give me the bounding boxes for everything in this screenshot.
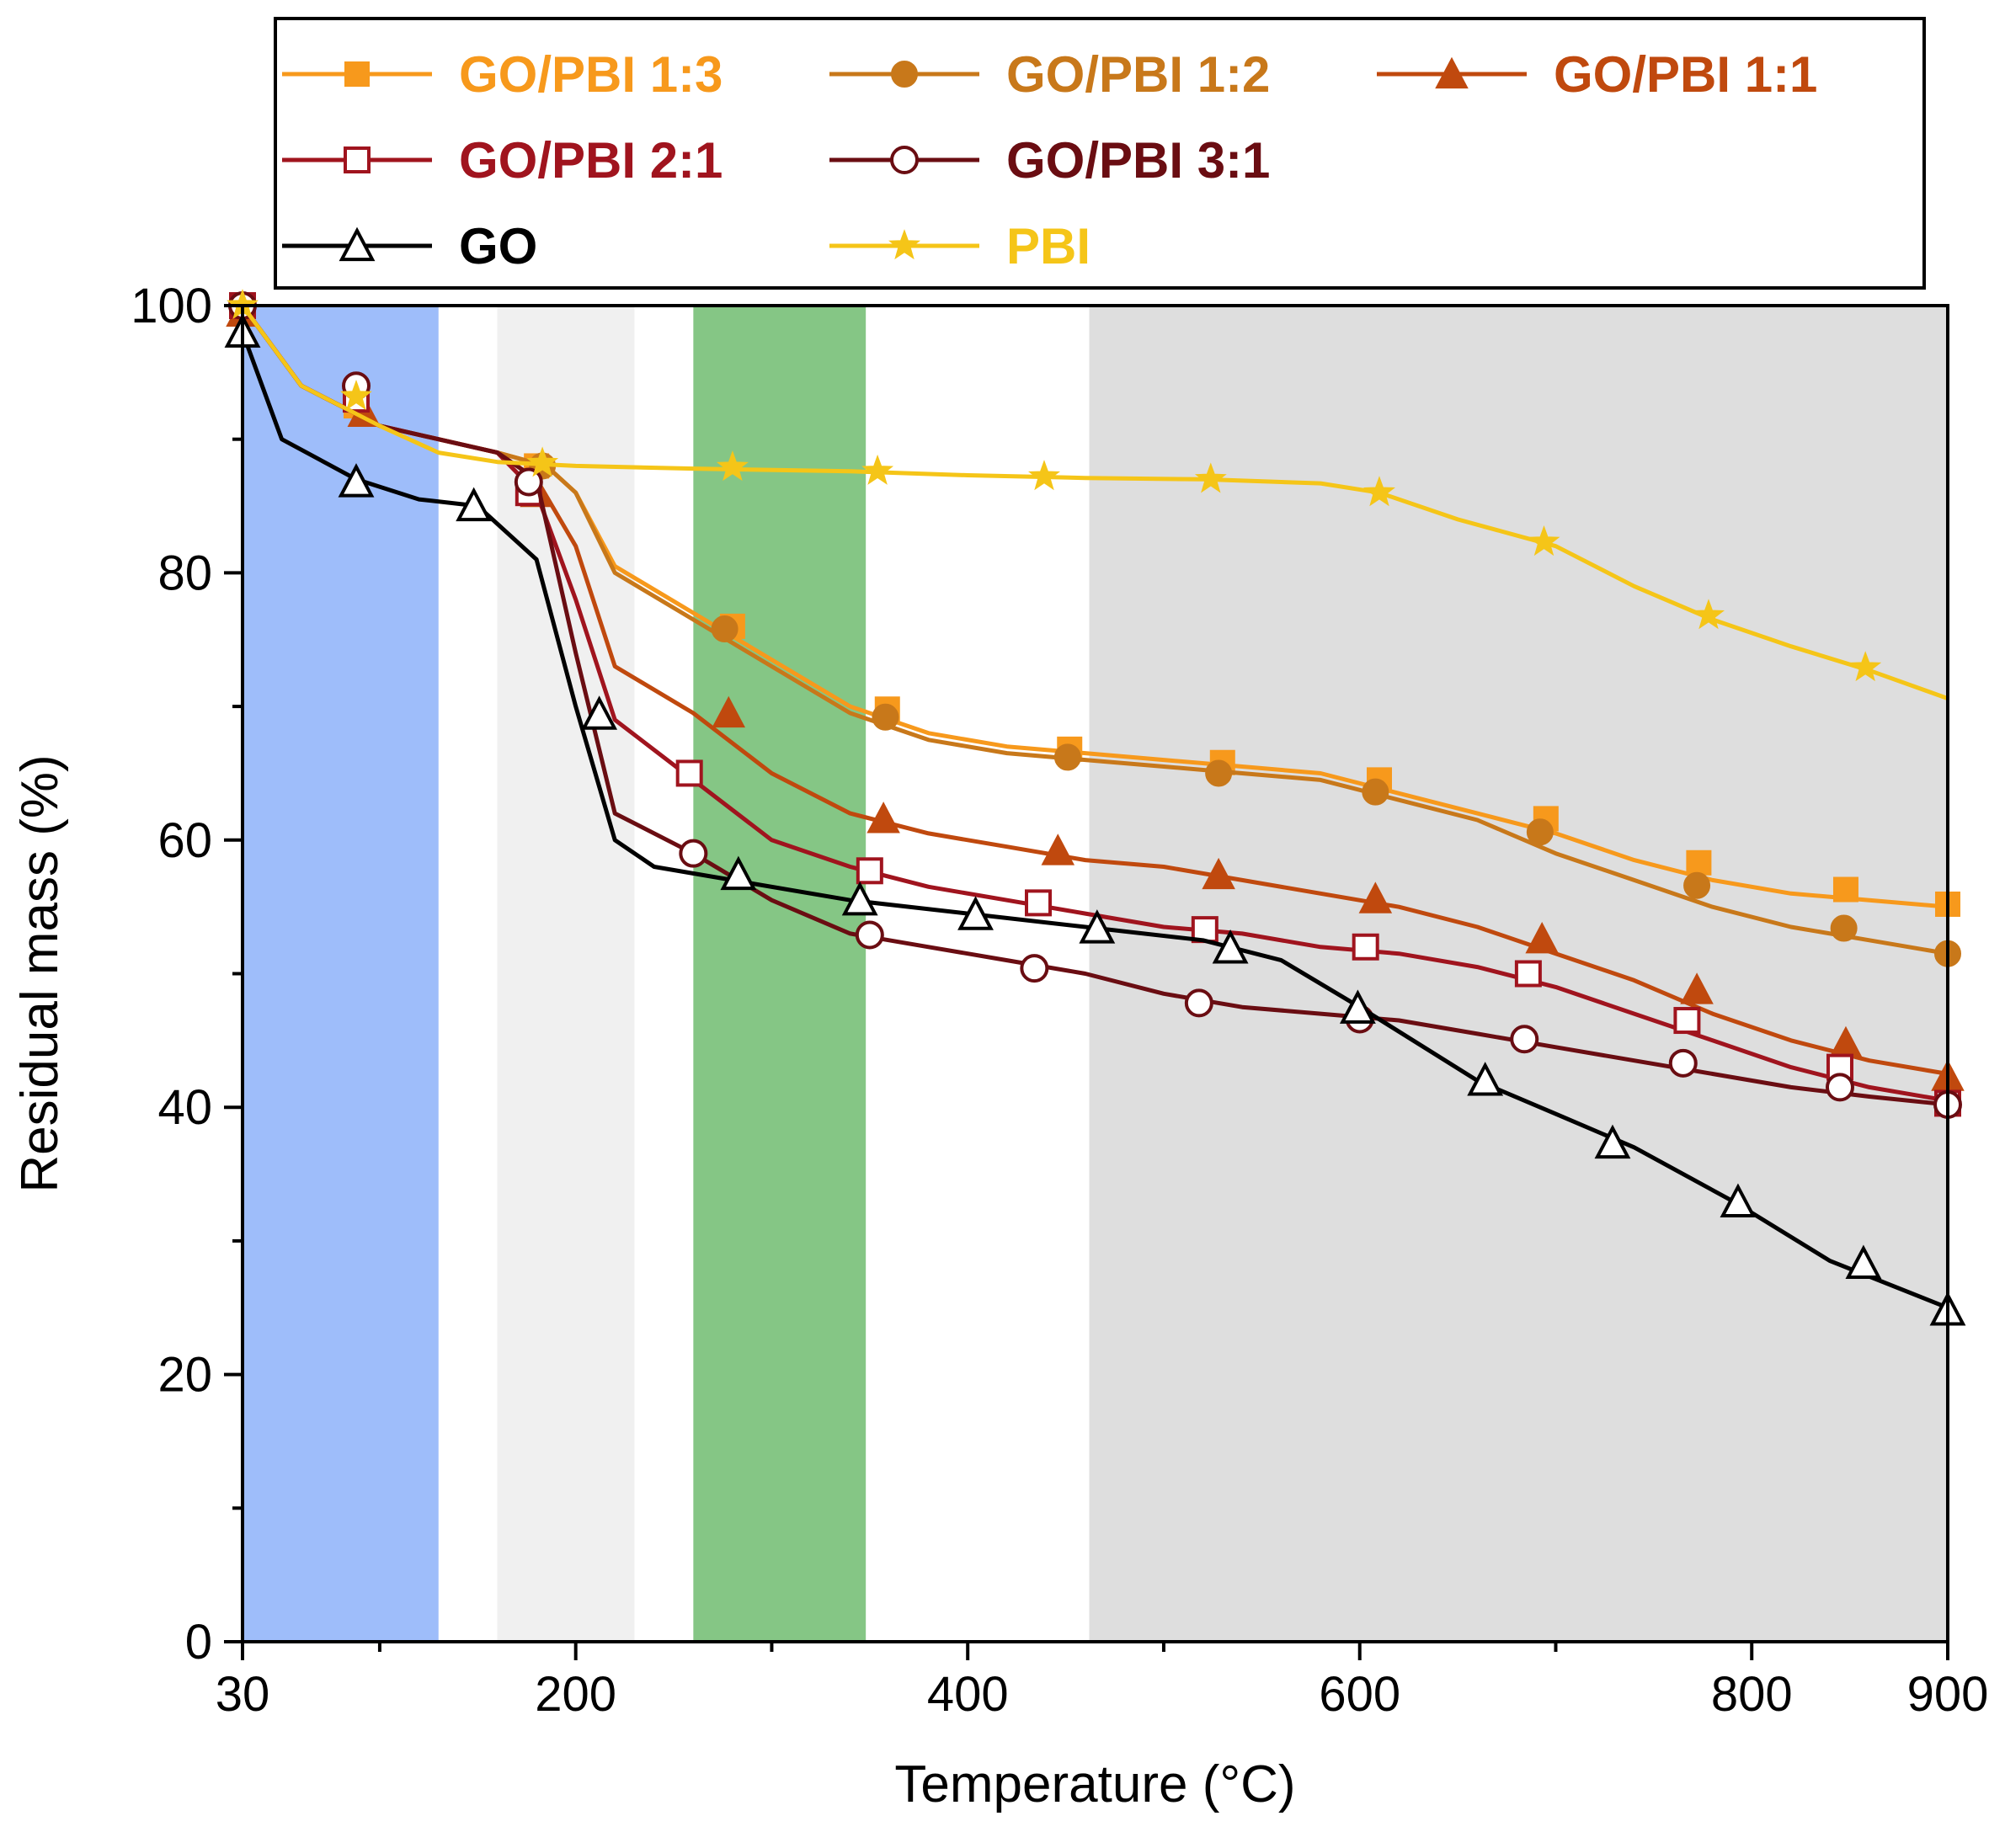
legend-marker bbox=[891, 61, 918, 88]
data-point-go-pbi-3-1 bbox=[1510, 1025, 1539, 1054]
data-point-pbi bbox=[1028, 460, 1061, 491]
data-point-go-pbi-2-1 bbox=[1025, 889, 1052, 917]
data-point-go-pbi-1-2 bbox=[1683, 871, 1711, 899]
y-tick-label: 60 bbox=[157, 813, 212, 868]
temperature-region-shading bbox=[243, 306, 1948, 1642]
data-point-go-pbi-3-1 bbox=[1668, 1048, 1698, 1078]
y-axis-title: Residual mass (%) bbox=[11, 754, 69, 1192]
legend-item-pbi: PBI bbox=[829, 218, 1090, 274]
legend-marker bbox=[344, 61, 370, 87]
axes: 30 200 400 600 800 900 0 20 40 60 80 100 bbox=[131, 279, 1988, 1722]
legend-label: PBI bbox=[1006, 218, 1090, 274]
data-point-go-pbi-1-3 bbox=[1832, 876, 1858, 903]
legend-item-go-pbi-1-1: GO/PBI 1:1 bbox=[1377, 46, 1817, 103]
data-point-go-pbi-1-1 bbox=[1202, 857, 1235, 890]
data-point-go bbox=[1079, 909, 1116, 944]
data-point-go-pbi-2-1 bbox=[675, 759, 703, 787]
data-point-go-pbi-1-2 bbox=[872, 703, 899, 731]
data-point-go bbox=[1212, 929, 1249, 964]
data-point-pbi bbox=[716, 450, 749, 482]
legend-item-go-pbi-1-3: GO/PBI 1:3 bbox=[282, 46, 723, 103]
series-pbi bbox=[227, 289, 1949, 700]
series-line-go bbox=[240, 331, 1949, 1310]
data-point-go-pbi-1-1 bbox=[1680, 972, 1714, 1004]
data-point-go-pbi-1-1 bbox=[1525, 922, 1559, 954]
x-tick-label: 800 bbox=[1711, 1667, 1793, 1722]
legend-box bbox=[274, 17, 1926, 290]
data-point-pbi bbox=[1693, 599, 1725, 630]
x-tick-label: 200 bbox=[535, 1667, 616, 1722]
data-point-pbi bbox=[1849, 651, 1882, 682]
legend-marker bbox=[1435, 56, 1469, 89]
x-tick-label: 900 bbox=[1907, 1667, 1989, 1722]
data-point-go-pbi-1-2 bbox=[1053, 743, 1081, 771]
legend-marker bbox=[890, 146, 919, 174]
legend-item-go-pbi-3-1: GO/PBI 3:1 bbox=[829, 132, 1270, 189]
data-point-pbi bbox=[1363, 476, 1395, 507]
y-tick-label: 0 bbox=[185, 1615, 212, 1670]
data-point-go-pbi-2-1 bbox=[1352, 933, 1379, 961]
data-point-pbi bbox=[861, 454, 894, 485]
data-point-go-pbi-1-2 bbox=[711, 615, 739, 643]
y-tick-label: 80 bbox=[157, 546, 212, 600]
data-point-go-pbi-1-1 bbox=[1358, 881, 1393, 913]
data-point-go bbox=[720, 855, 757, 891]
data-point-go bbox=[338, 463, 375, 498]
data-point-go bbox=[841, 881, 878, 916]
data-point-pbi bbox=[526, 446, 559, 477]
data-point-go-pbi-3-1 bbox=[1825, 1073, 1854, 1102]
legend-item-go: GO bbox=[282, 218, 537, 274]
legend-label: GO/PBI 1:3 bbox=[459, 46, 723, 103]
data-point-go bbox=[1845, 1244, 1882, 1279]
data-point-go-pbi-1-2 bbox=[1526, 818, 1554, 846]
x-axis-title: Temperature (°C) bbox=[894, 1755, 1295, 1813]
legend-item-go-pbi-2-1: GO/PBI 2:1 bbox=[282, 132, 723, 189]
data-point-go-pbi-1-2 bbox=[1362, 778, 1389, 806]
data-point-go-pbi-2-1 bbox=[856, 857, 883, 885]
data-point-go-pbi-1-1 bbox=[867, 802, 900, 833]
legend-item-go-pbi-1-2: GO/PBI 1:2 bbox=[829, 46, 1270, 103]
shaded-region-1 bbox=[243, 306, 439, 1642]
data-point-go bbox=[581, 695, 618, 730]
legend-label: GO/PBI 2:1 bbox=[459, 132, 723, 189]
data-point-pbi bbox=[340, 379, 372, 411]
data-point-go bbox=[1467, 1062, 1504, 1096]
y-tick-label: 100 bbox=[131, 279, 212, 333]
data-point-go-pbi-3-1 bbox=[1184, 988, 1213, 1018]
data-point-go-pbi-3-1 bbox=[679, 839, 708, 868]
data-point-go-pbi-3-1 bbox=[514, 467, 543, 497]
y-tick-label: 20 bbox=[157, 1348, 212, 1403]
data-point-go bbox=[1720, 1183, 1757, 1217]
data-point-pbi bbox=[1528, 525, 1560, 557]
data-point-go-pbi-1-1 bbox=[712, 695, 746, 728]
data-point-go-pbi-1-2 bbox=[1830, 914, 1858, 942]
y-tick-label: 40 bbox=[157, 1080, 212, 1135]
legend-label: GO bbox=[459, 218, 537, 274]
data-point-go-pbi-1-2 bbox=[1205, 759, 1233, 787]
data-point-go-pbi-1-1 bbox=[1041, 833, 1075, 865]
data-point-go-pbi-3-1 bbox=[855, 920, 884, 950]
data-point-go bbox=[1339, 989, 1376, 1024]
data-point-go bbox=[957, 896, 994, 930]
legend-label: GO/PBI 3:1 bbox=[1006, 132, 1270, 189]
data-point-pbi bbox=[1194, 462, 1227, 493]
x-tick-label: 30 bbox=[216, 1667, 270, 1722]
data-point-go bbox=[456, 487, 493, 522]
data-point-go-pbi-3-1 bbox=[1020, 954, 1049, 983]
x-tick-label: 600 bbox=[1319, 1667, 1400, 1722]
legend-marker bbox=[888, 229, 920, 260]
legend-marker bbox=[344, 146, 371, 173]
legend: GO/PBI 1:3 GO/PBI 1:2 GO/PBI 1:1 GO/PBI 2:1… bbox=[274, 17, 1926, 290]
data-point-go bbox=[1594, 1124, 1631, 1159]
legend-label: GO/PBI 1:1 bbox=[1554, 46, 1817, 103]
data-point-go-pbi-1-3 bbox=[1686, 849, 1712, 876]
data-point-go-pbi-2-1 bbox=[1673, 1007, 1701, 1035]
x-tick-label: 400 bbox=[927, 1667, 1009, 1722]
legend-marker bbox=[339, 226, 376, 262]
shaded-region-3 bbox=[693, 306, 867, 1642]
data-point-go-pbi-2-1 bbox=[1514, 960, 1542, 988]
legend-label: GO/PBI 1:2 bbox=[1006, 46, 1270, 103]
